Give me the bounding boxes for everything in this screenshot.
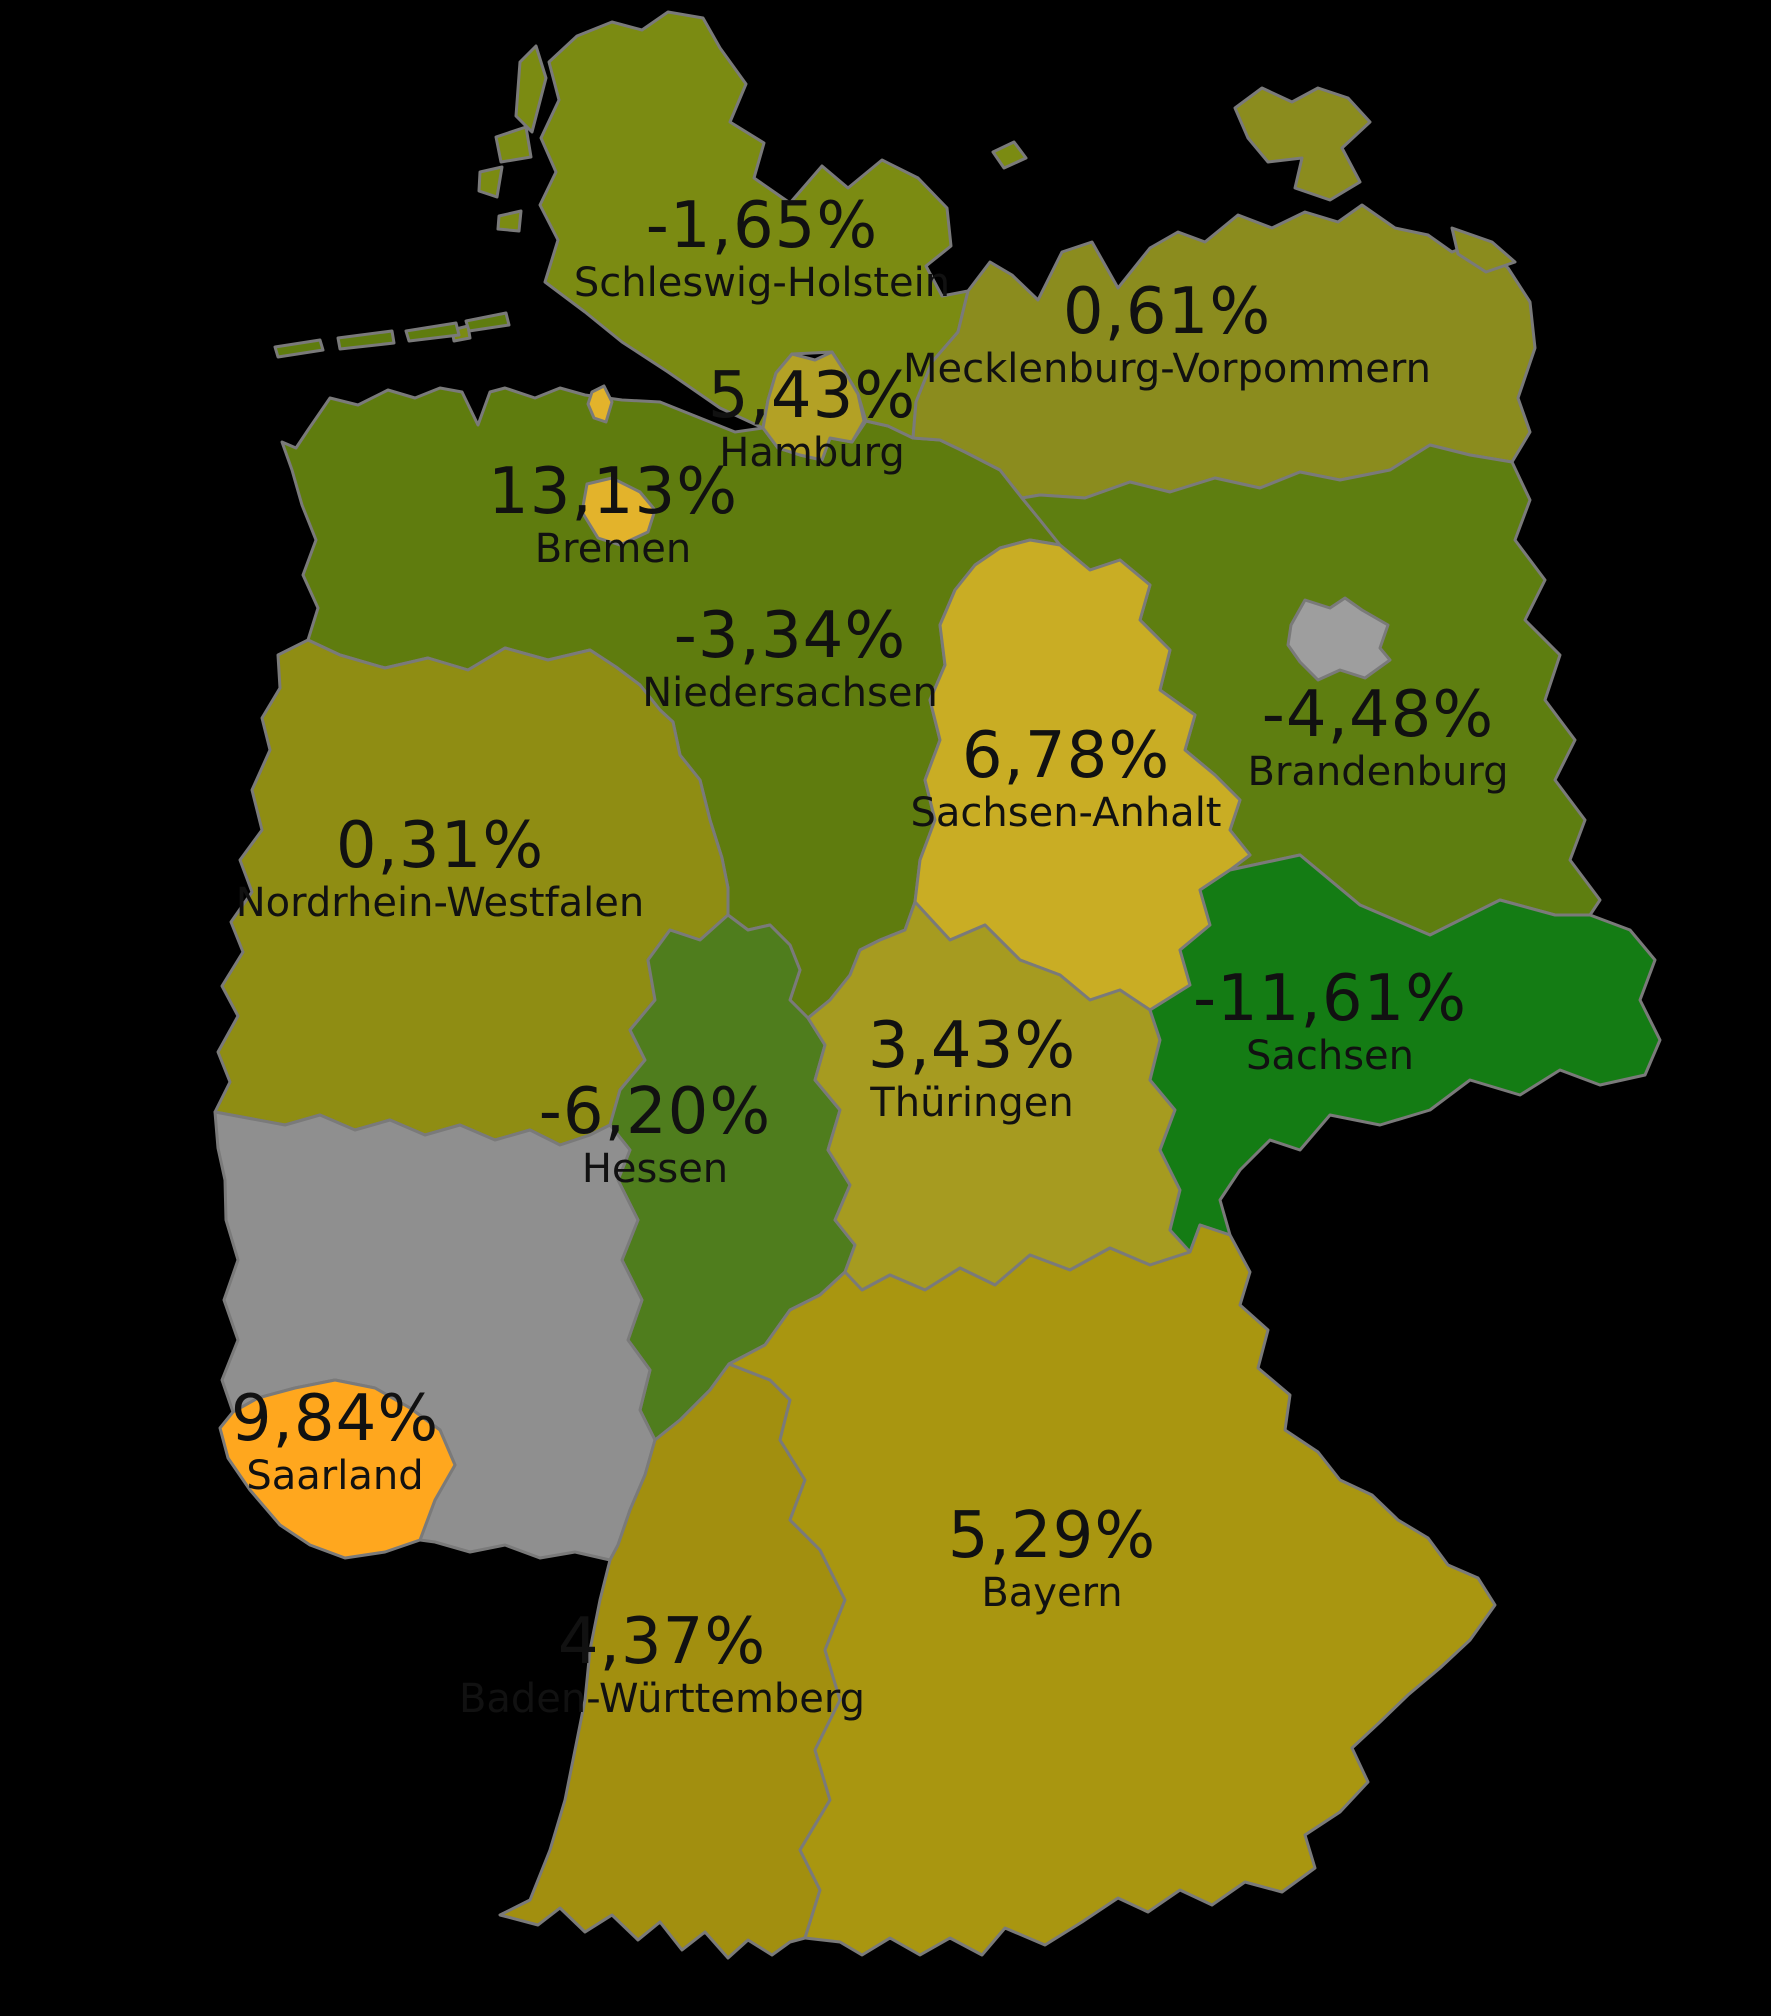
state-mecklenburg-vorpommern <box>911 203 1537 500</box>
bremerhaven-exclave <box>586 384 614 424</box>
ruegen-island <box>1233 86 1372 202</box>
state-schleswig-holstein <box>538 10 970 440</box>
sylt-island <box>514 44 548 134</box>
usedom-island <box>1450 226 1517 274</box>
pellworm-island <box>496 209 523 233</box>
state-hamburg <box>761 350 866 462</box>
state-berlin <box>1286 596 1392 682</box>
state-borders-group <box>213 10 1662 1960</box>
east-frisian-island-2 <box>336 329 396 351</box>
state-sachsen <box>1148 853 1662 1254</box>
east-frisian-island-1 <box>273 338 325 359</box>
foehr-island <box>494 125 533 164</box>
state-bayern <box>727 1223 1497 1957</box>
state-saarland <box>218 1378 457 1560</box>
east-frisian-island-4 <box>464 311 511 333</box>
amrum-island <box>477 165 504 199</box>
fehmarn-island <box>991 140 1028 170</box>
east-frisian-island-3 <box>404 321 461 343</box>
state-bremen <box>580 476 657 547</box>
